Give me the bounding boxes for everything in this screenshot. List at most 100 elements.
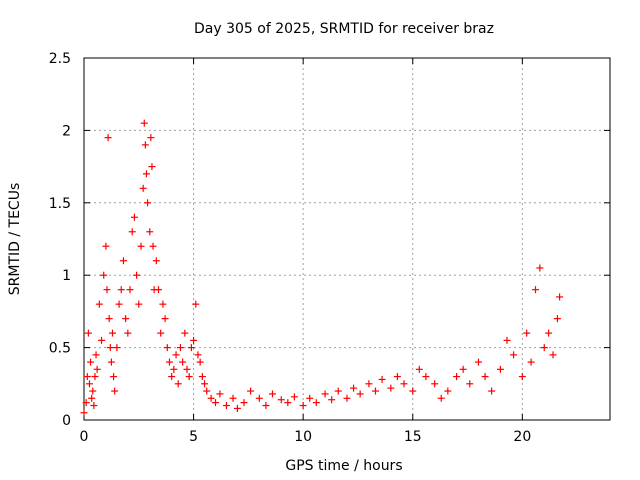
data-point	[510, 351, 518, 359]
data-point	[155, 286, 163, 294]
data-point	[106, 344, 114, 352]
data-point	[481, 373, 489, 381]
data-point	[113, 344, 121, 352]
data-point	[437, 394, 445, 402]
data-point	[115, 300, 123, 308]
data-point	[459, 365, 467, 373]
data-point	[431, 380, 439, 388]
data-point	[415, 365, 423, 373]
data-point	[172, 351, 180, 359]
data-point	[207, 394, 215, 402]
data-point	[146, 228, 154, 236]
data-point	[212, 399, 219, 407]
data-point	[328, 396, 336, 404]
data-point	[356, 390, 364, 398]
data-point	[222, 402, 230, 410]
data-point	[107, 358, 115, 366]
data-point	[95, 300, 103, 308]
data-point	[80, 409, 88, 417]
data-point	[444, 387, 452, 395]
data-point	[100, 271, 108, 279]
data-point	[196, 358, 204, 366]
data-point	[198, 373, 206, 381]
data-point	[393, 373, 401, 381]
tick-layer: 0 5 10 15 20 0 0.5 1 1.5 2 2.5	[49, 51, 610, 445]
data-point	[88, 394, 96, 402]
data-point	[549, 351, 557, 359]
y-axis-label: SRMTID / TECUs	[7, 183, 23, 296]
data-point	[488, 387, 496, 395]
data-point	[334, 387, 342, 395]
data-point	[183, 365, 191, 373]
x-tick-label: 5	[189, 429, 198, 445]
data-point	[119, 257, 127, 265]
data-point	[192, 300, 200, 308]
data-point	[87, 358, 95, 366]
data-point	[133, 271, 141, 279]
data-point	[496, 365, 504, 373]
data-point	[187, 344, 195, 352]
data-point	[299, 402, 307, 410]
data-point	[255, 394, 263, 402]
data-point	[240, 399, 248, 407]
data-point	[137, 242, 145, 250]
data-point	[108, 329, 116, 337]
data-point	[409, 387, 417, 395]
data-point	[152, 257, 160, 265]
data-point	[343, 394, 351, 402]
data-point	[93, 365, 101, 373]
data-point	[165, 358, 173, 366]
data-point	[194, 351, 202, 359]
data-point	[141, 141, 149, 149]
data-point	[540, 344, 548, 352]
data-point	[103, 286, 111, 294]
data-point	[163, 344, 171, 352]
data-point	[268, 390, 276, 398]
data-point	[98, 336, 106, 344]
data-point	[190, 336, 198, 344]
data-point	[144, 199, 152, 207]
data-point	[233, 404, 241, 412]
data-point	[216, 390, 224, 398]
y-tick-label: 2	[62, 123, 71, 139]
data-point	[130, 213, 138, 221]
data-point	[556, 293, 564, 301]
data-point	[176, 344, 184, 352]
data-point	[126, 286, 134, 294]
data-point	[277, 396, 285, 404]
y-tick-label: 0.5	[49, 341, 71, 357]
data-point	[122, 315, 130, 323]
data-point	[201, 380, 209, 388]
x-axis-label: GPS time / hours	[285, 458, 402, 474]
data-point	[161, 315, 169, 323]
plot-frame	[83, 57, 611, 421]
data-point	[247, 387, 255, 395]
data-point	[306, 394, 314, 402]
data-point	[140, 119, 148, 127]
data-point	[83, 373, 91, 381]
data-point	[290, 393, 298, 401]
y-tick-label: 1.5	[49, 196, 71, 212]
data-point	[91, 373, 99, 381]
data-point	[350, 384, 358, 392]
data-point	[89, 387, 97, 395]
data-point	[312, 399, 320, 407]
data-point	[110, 373, 118, 381]
data-point	[105, 315, 113, 323]
data-point	[553, 315, 561, 323]
data-point	[147, 134, 155, 142]
data-point	[124, 329, 132, 337]
data-point	[179, 358, 187, 366]
data-point	[262, 402, 270, 410]
y-tick-label: 0	[62, 413, 71, 429]
data-point	[168, 373, 176, 381]
data-point	[135, 300, 143, 308]
data-point	[371, 387, 379, 395]
data-point	[475, 358, 482, 366]
chart-title: Day 305 of 2025, SRMTID for receiver bra…	[194, 21, 494, 37]
data-point	[90, 402, 98, 410]
data-point	[387, 384, 395, 392]
data-point	[531, 286, 539, 294]
